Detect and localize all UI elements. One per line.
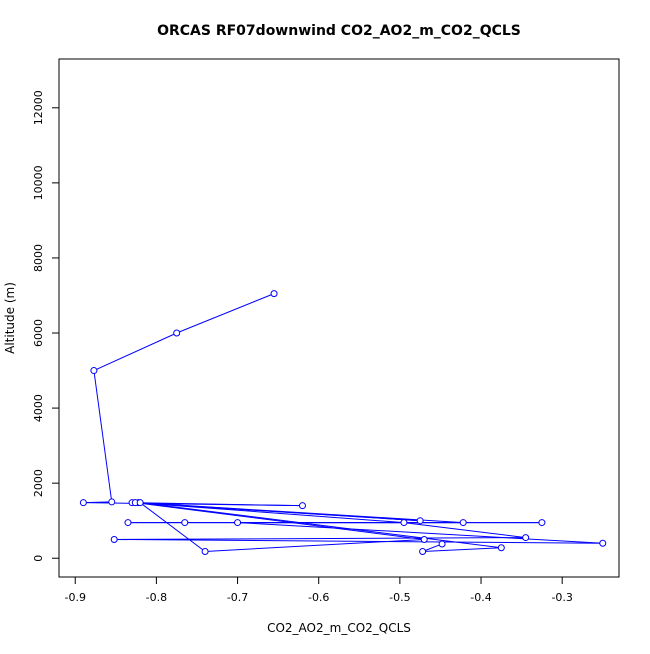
y-tick-label: 0	[32, 555, 45, 562]
data-point	[420, 535, 428, 543]
series-segment	[140, 502, 502, 549]
data-point	[234, 519, 242, 527]
y-tick-label: 4000	[32, 394, 45, 422]
series-segment	[135, 502, 404, 524]
x-tick-label: -0.8	[146, 591, 167, 604]
data-point	[459, 519, 467, 527]
series-segment	[205, 538, 425, 552]
data-point	[400, 519, 408, 527]
series-segment	[139, 502, 206, 552]
y-axis-label: Altitude (m)	[3, 282, 17, 354]
series-segment	[114, 537, 526, 540]
y-axis: 0 2000 4000 6000 8000 10000 12000	[32, 90, 60, 562]
y-tick-label: 6000	[32, 319, 45, 347]
data-point	[201, 547, 209, 555]
y-tick-label: 12000	[32, 90, 45, 125]
series-segment	[132, 502, 303, 507]
data-point	[522, 534, 530, 542]
x-tick-label: -0.7	[227, 591, 248, 604]
data-point	[538, 519, 546, 527]
data-point	[173, 329, 181, 337]
data-point	[419, 547, 427, 555]
x-tick-label: -0.6	[308, 591, 329, 604]
chart-title: ORCAS RF07downwind CO2_AO2_m_CO2_QCLS	[157, 23, 521, 39]
data-point	[599, 539, 607, 547]
series-segment	[176, 293, 275, 334]
data-point	[298, 502, 306, 510]
data-point	[108, 498, 116, 506]
series-points	[79, 290, 607, 555]
data-point	[270, 290, 278, 298]
data-point	[90, 367, 98, 375]
series-segment	[114, 538, 603, 544]
series-segment	[422, 547, 502, 552]
x-axis: -0.9 -0.8 -0.7 -0.6 -0.5 -0.4 -0.3	[64, 576, 573, 604]
data-point	[181, 519, 189, 527]
data-point	[110, 535, 118, 543]
y-tick-label: 8000	[32, 244, 45, 272]
x-axis-label: CO2_AO2_m_CO2_QCLS	[267, 621, 411, 635]
x-tick-label: -0.3	[551, 591, 572, 604]
x-tick-label: -0.4	[470, 591, 491, 604]
series-segment	[135, 502, 425, 540]
data-point	[438, 540, 446, 548]
series-segment	[138, 502, 464, 524]
data-point	[497, 544, 505, 552]
data-point	[79, 499, 87, 507]
y-tick-label: 2000	[32, 469, 45, 497]
x-tick-label: -0.9	[64, 591, 85, 604]
y-tick-label: 10000	[32, 165, 45, 200]
data-point	[124, 519, 132, 527]
x-tick-label: -0.5	[389, 591, 410, 604]
series-segment	[403, 522, 526, 539]
series-segment	[93, 332, 177, 372]
data-point	[136, 499, 144, 507]
series-lines	[83, 293, 603, 552]
series-segment	[237, 522, 603, 544]
series-segment	[93, 370, 113, 502]
data-point	[416, 517, 424, 525]
